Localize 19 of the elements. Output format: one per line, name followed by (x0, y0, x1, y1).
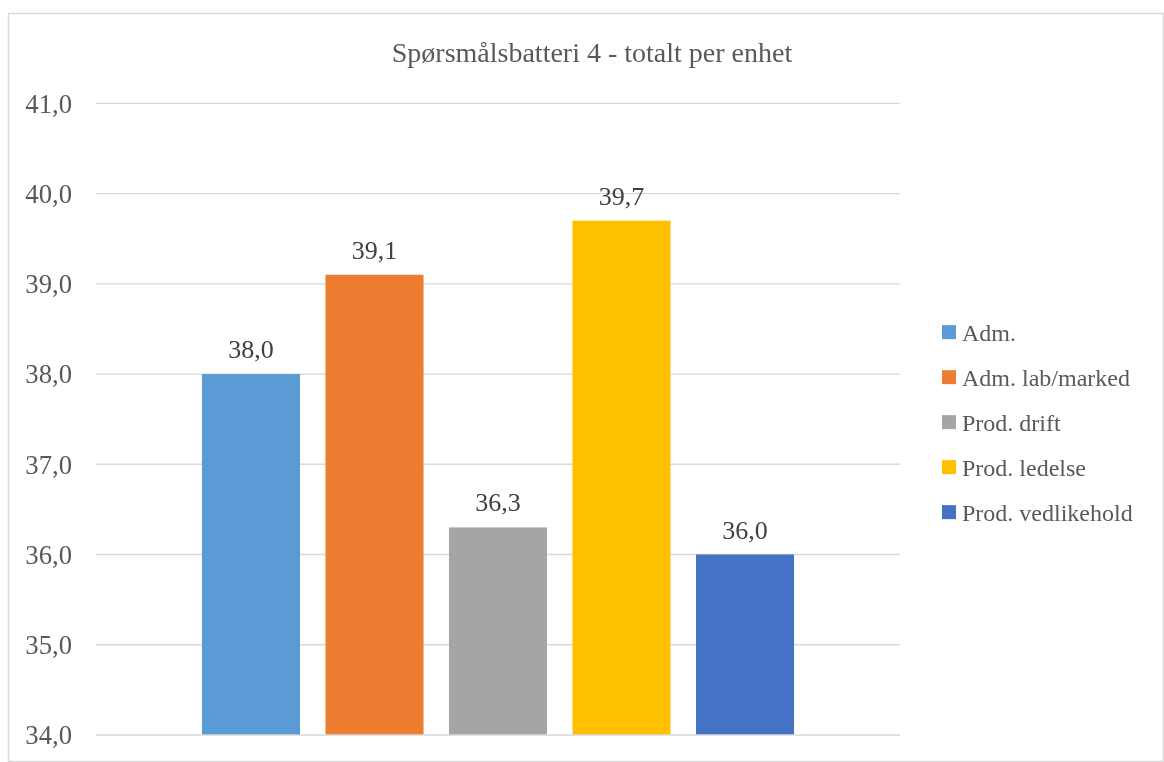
y-tick-label: 37,0 (25, 449, 72, 480)
y-tick-label: 38,0 (25, 359, 72, 390)
y-tick-label: 39,0 (25, 269, 72, 300)
legend-label: Adm. lab/marked (962, 364, 1130, 391)
y-tick-label: 40,0 (25, 178, 72, 209)
chart-title: Spørsmålsbatteri 4 - totalt per enhet (391, 37, 793, 68)
y-tick-label: 35,0 (25, 630, 72, 661)
legend-label: Prod. drift (962, 409, 1061, 436)
y-tick-label: 41,0 (25, 88, 72, 119)
legend-label: Prod. vedlikehold (962, 499, 1133, 526)
data-label: 38,0 (228, 335, 274, 365)
legend-label: Prod. ledelse (962, 454, 1086, 481)
data-label: 39,1 (351, 235, 398, 265)
data-label: 36,0 (722, 515, 768, 545)
data-label: 39,7 (598, 181, 645, 211)
y-tick-label: 36,0 (25, 539, 72, 570)
data-label: 36,3 (475, 488, 521, 518)
y-tick-label: 34,0 (25, 720, 72, 751)
legend-label: Adm. (962, 319, 1016, 346)
